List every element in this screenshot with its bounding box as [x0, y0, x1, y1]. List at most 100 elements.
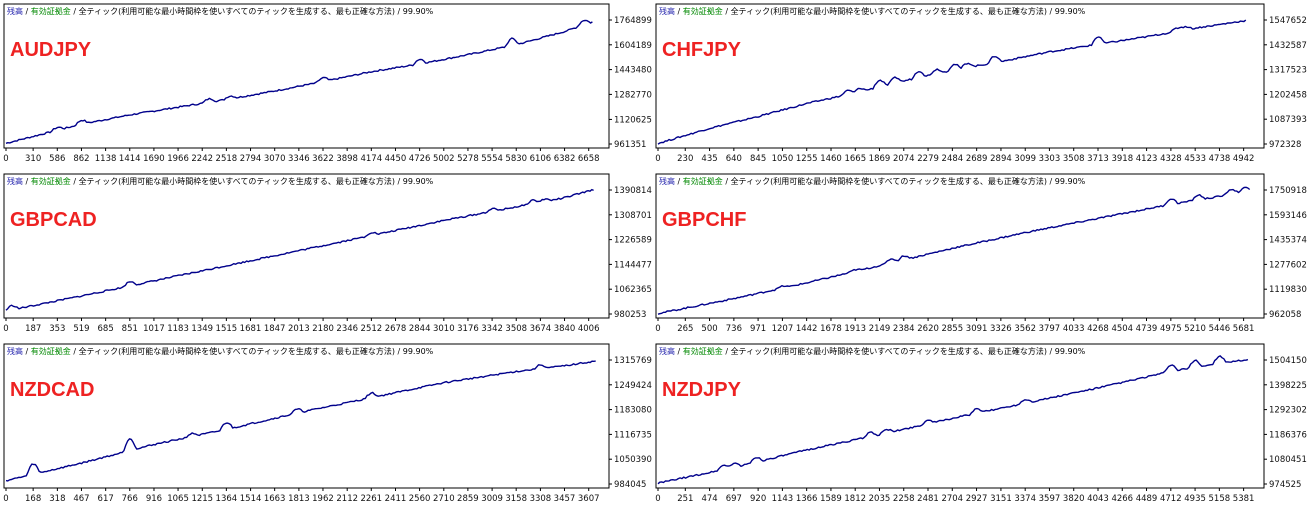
- x-tick-label: 4450: [385, 154, 407, 164]
- legend-model: 全ティック(利用可能な最小時間枠を使いすべてのティックを生成する、最も正確な方法…: [731, 176, 1047, 186]
- x-tick-label: 3303: [1039, 154, 1061, 164]
- equity-line: [657, 355, 1249, 485]
- chart-legend: 残高 / 有効証拠金 / 全ティック(利用可能な最小時間枠を使いすべてのティック…: [659, 6, 1086, 16]
- x-tick-label: 2384: [893, 324, 915, 334]
- legend-sep: /: [71, 177, 79, 186]
- x-tick-label: 3918: [1111, 154, 1133, 164]
- x-tick-label: 3151: [990, 494, 1012, 504]
- x-tick-label: 6382: [554, 154, 576, 164]
- y-tick-label: 1390814: [614, 186, 652, 196]
- y-tick-label: 1308701: [614, 211, 652, 221]
- x-tick-label: 2678: [385, 324, 407, 334]
- x-tick-label: 1460: [820, 154, 842, 164]
- legend-quality: 99.90%: [403, 7, 434, 16]
- x-tick-label: 2689: [966, 154, 988, 164]
- x-tick-label: 3622: [312, 154, 334, 164]
- x-tick-label: 4043: [1087, 494, 1109, 504]
- x-tick-label: 4942: [1233, 154, 1255, 164]
- legend-sep: /: [1047, 7, 1055, 16]
- y-tick-label: 1443480: [614, 66, 652, 76]
- x-tick-label: 1349: [191, 324, 213, 334]
- legend-sep: /: [723, 347, 731, 356]
- x-tick-label: 5158: [1209, 494, 1231, 504]
- x-tick-label: 187: [25, 324, 41, 334]
- chart-panel-1: 残高 / 有効証拠金 / 全ティック(利用可能な最小時間枠を使いすべてのティック…: [654, 2, 1308, 170]
- currency-pair-label: CHFJPY: [662, 39, 742, 61]
- x-tick-label: 1017: [143, 324, 165, 334]
- x-tick-label: 2518: [216, 154, 238, 164]
- x-tick-label: 500: [701, 324, 717, 334]
- x-tick-label: 3346: [288, 154, 310, 164]
- currency-pair-label: GBPCHF: [662, 209, 746, 231]
- x-tick-label: 920: [750, 494, 766, 504]
- x-tick-label: 1138: [95, 154, 117, 164]
- x-tick-label: 2481: [917, 494, 939, 504]
- legend-equity: 有効証拠金: [683, 176, 723, 186]
- x-tick-label: 971: [750, 324, 766, 334]
- x-tick-label: 1050: [772, 154, 794, 164]
- x-tick-label: 2242: [191, 154, 213, 164]
- y-tick-label: 1116735: [614, 430, 652, 440]
- chart-legend: 残高 / 有効証拠金 / 全ティック(利用可能な最小時間枠を使いすべてのティック…: [7, 176, 434, 186]
- x-tick-label: 3457: [554, 494, 576, 504]
- y-tick-label: 1144477: [614, 260, 652, 270]
- chart-panel-0: 残高 / 有効証拠金 / 全ティック(利用可能な最小時間枠を使いすべてのティック…: [2, 2, 653, 170]
- legend-sep: /: [23, 177, 31, 186]
- x-tick-label: 1962: [312, 494, 334, 504]
- x-tick-label: 318: [49, 494, 65, 504]
- legend-model: 全ティック(利用可能な最小時間枠を使いすべてのティックを生成する、最も正確な方法…: [731, 346, 1047, 356]
- x-tick-label: 3508: [1063, 154, 1085, 164]
- currency-pair-label: AUDJPY: [10, 39, 92, 61]
- y-tick-label: 1593146: [1269, 211, 1307, 221]
- y-tick-label: 1119830: [1269, 285, 1307, 295]
- currency-pair-label: NZDJPY: [662, 379, 742, 401]
- chart-panel-4: 残高 / 有効証拠金 / 全ティック(利用可能な最小時間枠を使いすべてのティック…: [2, 342, 653, 510]
- legend-sep: /: [1047, 177, 1055, 186]
- x-tick-label: 5381: [1233, 494, 1255, 504]
- legend-sep: /: [23, 347, 31, 356]
- y-tick-label: 974525: [1269, 480, 1301, 490]
- y-tick-label: 1750918: [1269, 186, 1307, 196]
- legend-sep: /: [675, 7, 683, 16]
- legend-equity: 有効証拠金: [683, 346, 723, 356]
- x-tick-label: 736: [726, 324, 742, 334]
- x-tick-label: 4712: [1160, 494, 1182, 504]
- y-tick-label: 972328: [1269, 140, 1301, 150]
- x-tick-label: 1690: [143, 154, 165, 164]
- x-tick-label: 1681: [240, 324, 262, 334]
- x-tick-label: 310: [25, 154, 41, 164]
- y-tick-label: 1087393: [1269, 115, 1307, 125]
- legend-quality: 99.90%: [403, 347, 434, 356]
- y-tick-label: 1292302: [1269, 406, 1307, 416]
- legend-sep: /: [395, 7, 403, 16]
- x-tick-label: 230: [677, 154, 693, 164]
- x-tick-label: 4504: [1111, 324, 1133, 334]
- x-tick-label: 586: [49, 154, 65, 164]
- y-tick-label: 1226589: [614, 236, 652, 246]
- x-tick-label: 3009: [481, 494, 503, 504]
- x-tick-label: 1678: [820, 324, 842, 334]
- x-tick-label: 2844: [409, 324, 431, 334]
- x-tick-label: 2074: [893, 154, 915, 164]
- legend-sep: /: [71, 347, 79, 356]
- x-tick-label: 2346: [336, 324, 358, 334]
- y-tick-label: 1315769: [614, 356, 652, 366]
- x-tick-label: 3099: [1014, 154, 1036, 164]
- chart-legend: 残高 / 有効証拠金 / 全ティック(利用可能な最小時間枠を使いすべてのティック…: [659, 176, 1086, 186]
- x-tick-label: 640: [726, 154, 742, 164]
- legend-sep: /: [723, 177, 731, 186]
- legend-balance: 残高: [659, 346, 675, 356]
- x-tick-label: 2794: [240, 154, 262, 164]
- x-tick-label: 2035: [869, 494, 891, 504]
- y-tick-label: 1764899: [614, 16, 652, 26]
- equity-line: [657, 186, 1251, 315]
- x-tick-label: 3562: [1014, 324, 1036, 334]
- equity-chart-svg: 残高 / 有効証拠金 / 全ティック(利用可能な最小時間枠を使いすべてのティック…: [655, 343, 1307, 504]
- x-tick-label: 2560: [409, 494, 431, 504]
- legend-sep: /: [1047, 347, 1055, 356]
- legend-sep: /: [723, 7, 731, 16]
- legend-model: 全ティック(利用可能な最小時間枠を使いすべてのティックを生成する、最も正確な方法…: [79, 6, 395, 16]
- x-tick-label: 5681: [1233, 324, 1255, 334]
- x-tick-label: 1183: [167, 324, 189, 334]
- plot-frame: [655, 3, 1265, 149]
